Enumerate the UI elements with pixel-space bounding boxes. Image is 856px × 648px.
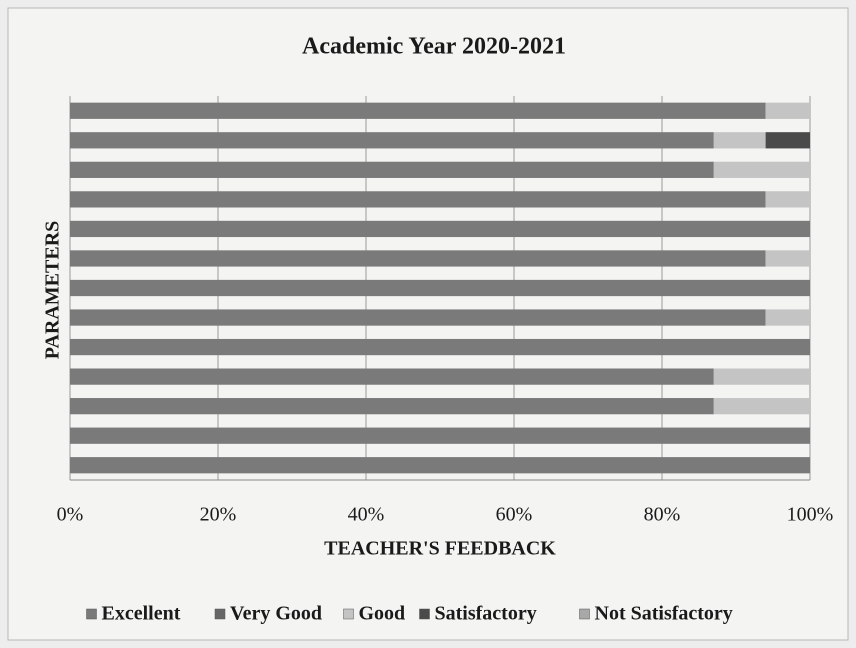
- bar-segment: [765, 191, 810, 208]
- x-tick-label: 80%: [644, 504, 681, 526]
- bar-segment: [765, 250, 810, 267]
- bar-segment: [713, 132, 766, 149]
- legend-label: Not Satisfactory: [595, 603, 733, 625]
- x-axis-label: TEACHER'S FEEDBACK: [324, 538, 556, 560]
- chart-title: Academic Year 2020-2021: [302, 34, 566, 60]
- x-tick-label: 20%: [200, 504, 237, 526]
- bar-segment: [70, 309, 766, 326]
- bar-segment: [70, 338, 810, 356]
- bar-segment: [70, 191, 766, 208]
- legend-swatch: [214, 608, 226, 620]
- bar-segment: [713, 398, 810, 415]
- bar-segment: [70, 161, 714, 178]
- legend-label: Very Good: [230, 603, 322, 625]
- y-axis-label: PARAMETERS: [42, 221, 64, 360]
- bar-segment: [70, 457, 810, 474]
- bar-segment: [765, 132, 810, 149]
- bar-segment: [713, 161, 810, 178]
- legend-swatch: [579, 608, 590, 620]
- legend-swatch: [419, 608, 430, 620]
- bar-segment: [70, 132, 714, 149]
- legend-swatch: [343, 608, 354, 620]
- bar-segment: [70, 250, 766, 267]
- x-tick-label: 60%: [496, 504, 533, 526]
- bar-segment: [70, 398, 714, 415]
- bar-segment: [70, 368, 714, 385]
- legend-label: Good: [359, 603, 406, 625]
- bar-segment: [713, 368, 810, 385]
- bar-segment: [70, 279, 810, 297]
- bar-segment: [70, 427, 810, 444]
- legend-label: Satisfactory: [435, 603, 537, 625]
- x-tick-label: 40%: [348, 504, 385, 526]
- legend-label: Excellent: [102, 603, 181, 625]
- bar-segment: [765, 309, 810, 326]
- bar-segment: [765, 102, 810, 119]
- bar-segment: [70, 102, 766, 119]
- legend-swatch: [86, 608, 97, 620]
- x-tick-label: 100%: [787, 504, 834, 526]
- bar-segment: [70, 220, 810, 238]
- x-tick-label: 0%: [57, 504, 84, 526]
